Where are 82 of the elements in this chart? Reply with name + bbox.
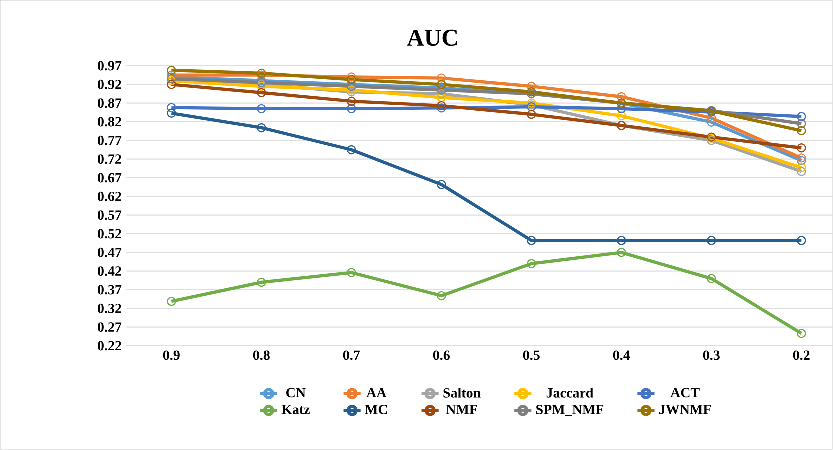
point: [617, 104, 626, 114]
x-tick-label: 0.9: [163, 350, 180, 360]
y-tick-label: 0.82: [98, 117, 122, 127]
point: [257, 104, 266, 114]
point: [347, 268, 356, 278]
x-tick-label: 0.6: [433, 350, 450, 360]
point: [797, 167, 806, 176]
point: [797, 154, 806, 163]
point: [437, 180, 446, 190]
point: [707, 236, 716, 246]
point: [167, 296, 176, 306]
y-tick-label: 0.22: [98, 341, 122, 351]
point: [707, 114, 716, 123]
point: [437, 104, 446, 113]
point: [797, 112, 806, 122]
point: [707, 274, 716, 284]
legend-label: Jaccard: [546, 388, 594, 398]
point: [797, 236, 806, 246]
legend-label: AA: [366, 388, 387, 398]
y-tick-label: 0.67: [98, 173, 122, 183]
point: [617, 92, 626, 102]
y-tick-label: 0.57: [98, 210, 122, 220]
legend-label: ACT: [670, 388, 700, 398]
x-tick-label: 0.3: [703, 350, 720, 360]
y-tick-label: 0.62: [98, 192, 122, 202]
point: [797, 144, 806, 153]
x-tick-label: 0.2: [793, 350, 810, 360]
point: [797, 156, 806, 166]
x-tick-label: 0.7: [343, 350, 360, 360]
legend-label: CN: [286, 388, 306, 398]
point: [527, 259, 536, 268]
y-tick-label: 0.52: [98, 229, 122, 239]
point: [347, 96, 356, 106]
legend-label: NMF: [446, 405, 478, 414]
point: [707, 118, 716, 127]
point: [527, 82, 536, 92]
point: [797, 329, 806, 338]
point: [797, 126, 806, 136]
y-tick-label: 0.27: [98, 322, 122, 332]
point: [707, 136, 716, 146]
point: [347, 75, 356, 84]
point: [437, 80, 446, 90]
legend-label: Katz: [282, 405, 310, 414]
legend-label: JWNMF: [660, 405, 712, 414]
chart-title: AUC: [407, 30, 458, 46]
point: [617, 248, 626, 258]
point: [617, 236, 626, 246]
point: [437, 291, 446, 301]
point: [797, 163, 806, 173]
point: [527, 236, 536, 246]
y-tick-label: 0.97: [98, 61, 122, 71]
point: [437, 74, 446, 83]
x-tick-label: 0.4: [613, 350, 630, 360]
point: [167, 80, 176, 90]
x-tick-label: 0.8: [253, 350, 270, 360]
legend-label: Salton: [444, 388, 481, 398]
point: [347, 72, 356, 82]
point: [617, 111, 626, 121]
point: [167, 103, 176, 112]
point: [257, 123, 266, 133]
point: [347, 104, 356, 114]
point: [797, 119, 806, 128]
y-tick-label: 0.77: [98, 136, 122, 146]
point: [437, 101, 446, 111]
legend-label: MC: [365, 405, 388, 414]
point: [257, 278, 266, 288]
y-tick-label: 0.72: [98, 154, 122, 164]
point: [257, 88, 266, 98]
point: [527, 110, 536, 120]
y-tick-label: 0.37: [98, 285, 122, 295]
y-tick-label: 0.42: [98, 266, 122, 276]
point: [167, 66, 176, 76]
y-tick-label: 0.87: [98, 98, 122, 108]
point: [347, 145, 356, 155]
point: [437, 93, 446, 102]
point: [167, 108, 176, 118]
y-tick-label: 0.92: [98, 80, 122, 90]
legend-label: SPM_NMF: [536, 405, 604, 416]
point: [437, 89, 446, 99]
y-tick-label: 0.47: [98, 248, 122, 258]
x-tick-label: 0.5: [523, 350, 540, 360]
y-tick-label: 0.32: [98, 304, 122, 314]
